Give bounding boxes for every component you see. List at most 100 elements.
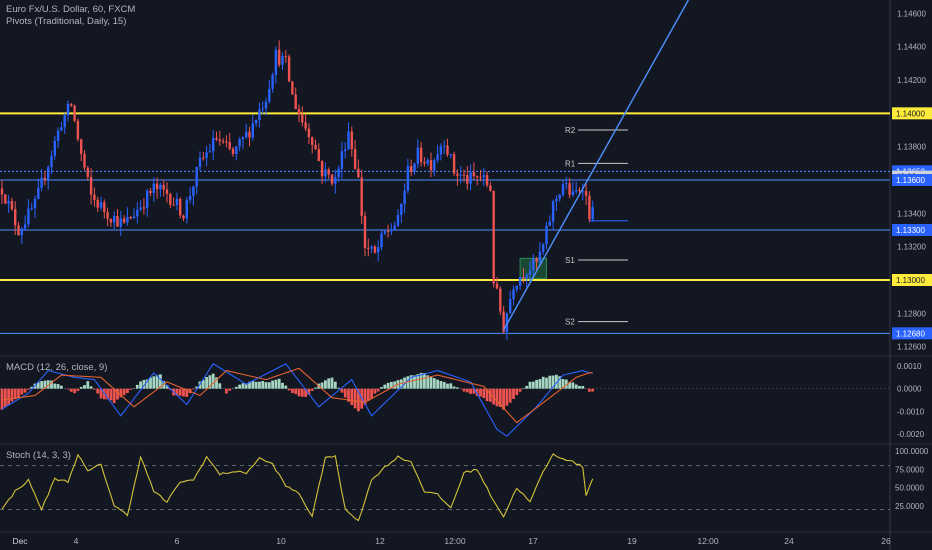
pivot-label: S1: [565, 256, 575, 265]
macd-histogram-bar: [393, 381, 397, 389]
macd-histogram-bar: [99, 388, 103, 399]
macd-histogram-bar: [46, 380, 50, 389]
macd-histogram-bar: [69, 388, 73, 392]
macd-histogram-bar: [89, 386, 93, 389]
candle-body: [439, 146, 443, 155]
macd-histogram-bar: [277, 378, 281, 389]
candle-body: [505, 313, 509, 332]
candle-body: [433, 160, 436, 171]
macd-histogram-bar: [399, 379, 403, 389]
macd-histogram-bar: [10, 388, 14, 402]
macd-histogram-bar: [578, 385, 581, 389]
candle-body: [311, 137, 314, 145]
candle-body: [258, 109, 261, 120]
candle-body: [449, 154, 452, 156]
signal-line: [1, 367, 593, 424]
macd-histogram-bar: [300, 388, 304, 397]
macd-histogram-bar: [149, 377, 152, 389]
stoch-tick-label: 100.0000: [895, 447, 929, 456]
macd-tick-label: -0.0010: [897, 407, 925, 416]
macd-histogram-bar: [152, 376, 156, 389]
price-label-box: [892, 174, 932, 186]
macd-legend: MACD (12, 26, close, 9): [6, 362, 108, 373]
candle-body: [459, 174, 462, 176]
candle-body: [23, 224, 27, 229]
macd-histogram-bar: [429, 376, 433, 389]
symbol-legend: Euro Fx/U.S. Dollar, 60, FXCM: [6, 4, 136, 15]
macd-histogram-bar: [297, 388, 301, 397]
candle-body: [119, 218, 122, 227]
candle-body: [89, 176, 93, 195]
candle-body: [542, 244, 545, 252]
macd-histogram-bar: [413, 375, 416, 389]
stoch-legend: Stoch (14, 3, 3): [6, 450, 71, 461]
price-label-text: 1.13300: [896, 226, 925, 235]
candle-body: [584, 190, 588, 196]
macd-histogram-bar: [17, 388, 20, 398]
candle-body: [129, 217, 132, 219]
stoch-line: [1, 453, 594, 522]
macd-histogram-bar: [564, 379, 568, 389]
macd-histogram-bar: [287, 388, 291, 391]
macd-histogram-bar: [281, 382, 284, 389]
candle-body: [146, 190, 149, 208]
macd-histogram-bar: [284, 385, 288, 389]
candle-body: [205, 152, 208, 159]
time-tick-label: Dec: [12, 536, 28, 546]
candle-body: [96, 199, 99, 208]
candle-body: [53, 140, 56, 156]
macd-histogram-bar: [518, 388, 522, 392]
candle-body: [334, 177, 337, 184]
macd-histogram-bar: [462, 388, 466, 392]
macd-histogram-bar: [446, 383, 449, 389]
price-tick-label: 1.12800: [897, 309, 926, 318]
candle-body: [185, 199, 188, 219]
macd-histogram-bar: [541, 376, 545, 389]
candle-body: [60, 127, 63, 131]
macd-histogram-bar: [76, 388, 80, 391]
macd-histogram-bar: [495, 388, 499, 407]
candle-body: [476, 176, 479, 178]
macd-histogram-bar: [122, 388, 126, 396]
candle-body: [86, 167, 89, 177]
candle-body: [561, 184, 565, 195]
macd-tick-label: -0.0020: [897, 430, 925, 439]
macd-histogram-bar: [83, 385, 86, 389]
price-tick-label: 1.14200: [897, 76, 926, 85]
candle-body: [261, 108, 264, 110]
candle-body: [340, 151, 344, 169]
macd-histogram-bar: [96, 388, 100, 394]
time-tick-label: 17: [528, 536, 538, 546]
macd-histogram-bar: [36, 382, 40, 389]
candle-body: [492, 190, 495, 284]
candle-body: [175, 198, 179, 205]
macd-histogram-bar: [165, 385, 169, 389]
macd-histogram-bar: [205, 377, 208, 389]
macd-histogram-bar: [479, 388, 482, 397]
macd-histogram-bar: [79, 386, 83, 389]
macd-histogram-bar: [175, 388, 179, 396]
candle-body: [304, 122, 307, 129]
trend-line: [502, 0, 690, 331]
candle-body: [548, 221, 551, 226]
candle-body: [126, 217, 129, 223]
macd-histogram-bar: [211, 373, 215, 389]
candle-body: [218, 139, 221, 142]
candle-body: [482, 175, 485, 178]
candle-body: [535, 258, 538, 262]
macd-histogram-bar: [531, 381, 535, 389]
candle-body: [198, 157, 202, 167]
candle-body: [215, 137, 218, 140]
macd-histogram-bar: [20, 388, 24, 395]
macd-histogram-bar: [386, 382, 390, 389]
macd-histogram-bar: [218, 383, 222, 389]
candle-body: [50, 155, 53, 168]
candle-body: [555, 198, 558, 202]
candle-body: [165, 189, 169, 194]
macd-histogram-bar: [535, 379, 538, 389]
candle-body: [337, 168, 340, 178]
macd-histogram-bar: [93, 388, 96, 390]
macd-histogram-bar: [66, 388, 70, 390]
candle-body: [113, 215, 116, 223]
